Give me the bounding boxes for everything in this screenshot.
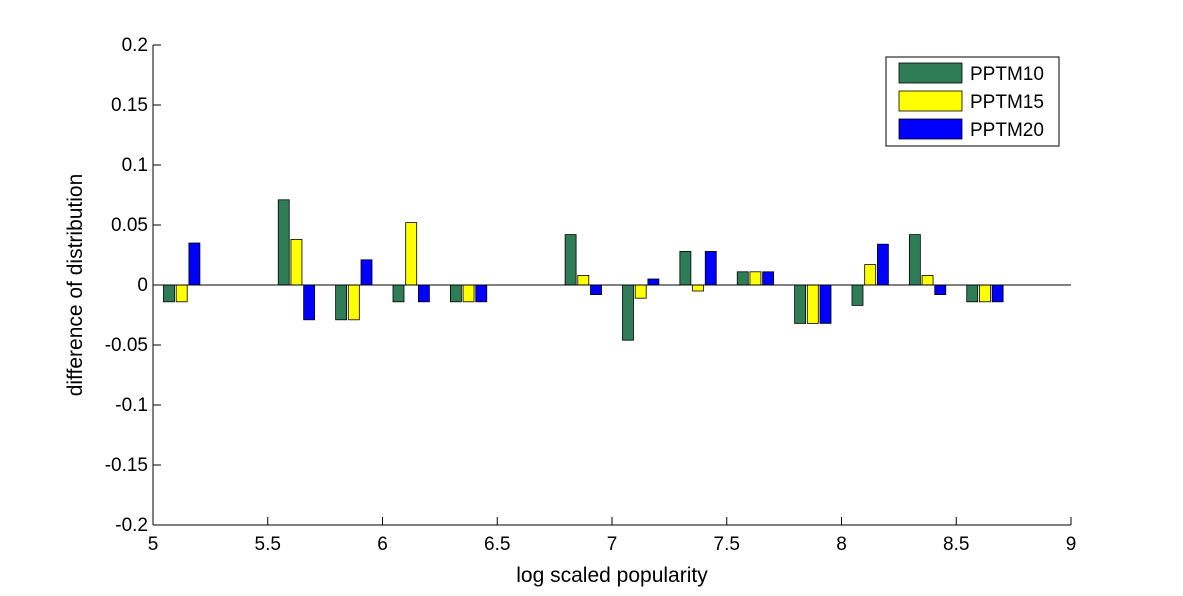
bar-pptm15-9	[806, 284, 819, 324]
bar-pptm20-9	[819, 284, 832, 324]
axes-layer: 5 5.5 6 6.5 7 7.5 8 8.5 9 -0.2 -0.15 -0.1 -0.05 0 0.05…	[105, 35, 1077, 555]
y-tick-label-1: -0.15	[105, 455, 148, 476]
bar-pptm15-1	[290, 238, 303, 286]
x-tick-label-5: 7.5	[714, 534, 740, 555]
bar-pptm20-6	[647, 278, 660, 286]
bar-pptm20-5	[590, 284, 602, 296]
y-tick-label-8: 0.2	[122, 35, 148, 56]
bar-pptm20-2	[360, 259, 373, 286]
bar-pptm10-2	[335, 284, 348, 321]
bar-pptm15-7	[692, 284, 704, 292]
legend-swatch-pptm10	[898, 62, 963, 84]
y-tick-label-0: -0.2	[115, 515, 148, 536]
bar-pptm15-8	[749, 271, 762, 286]
x-tick-label-1: 5.5	[255, 534, 281, 555]
bar-pptm15-11	[921, 274, 934, 286]
bar-pptm20-11	[934, 284, 947, 296]
bar-pptm10-9	[794, 284, 807, 324]
x-tick-label-2: 6	[377, 534, 388, 555]
bar-pptm15-5	[577, 274, 590, 286]
bar-pptm10-6	[622, 284, 634, 341]
bar-pptm20-8	[762, 271, 775, 286]
bar-pptm20-1	[303, 284, 316, 321]
x-tick-label-4: 7	[607, 534, 618, 555]
bar-pptm10-5	[564, 234, 577, 286]
bar-pptm15-12	[979, 284, 991, 303]
x-tick-label-8: 9	[1066, 534, 1077, 555]
x-tick-label-0: 5	[148, 534, 159, 555]
legend-swatch-pptm20	[898, 118, 963, 140]
bar-pptm20-7	[704, 250, 717, 286]
bar-pptm20-12	[991, 284, 1004, 303]
y-tick-label-7: 0.15	[111, 95, 148, 116]
bar-pptm10-7	[679, 250, 692, 286]
bar-pptm20-10	[876, 243, 889, 286]
bar-pptm15-3	[405, 222, 418, 286]
y-tick-label-4: 0	[137, 275, 148, 296]
legend-label-pptm10: PPTM10	[970, 64, 1044, 85]
legend-label-pptm20: PPTM20	[970, 120, 1044, 141]
y-tick-label-5: 0.05	[111, 215, 148, 236]
bar-pptm10-10	[851, 284, 864, 306]
legend-label-pptm15: PPTM15	[970, 92, 1044, 113]
bar-pptm10-12	[966, 284, 979, 303]
y-axis-label: difference of distribution	[64, 174, 87, 397]
bar-pptm20-0	[188, 242, 201, 286]
legend-swatch-pptm15	[898, 90, 963, 112]
bar-pptm10-1	[277, 199, 290, 286]
y-tick-label-3: -0.05	[105, 335, 148, 356]
bar-pptm15-0	[175, 284, 188, 303]
bar-pptm15-10	[864, 264, 877, 286]
bar-pptm10-3	[392, 284, 405, 303]
x-tick-label-3: 6.5	[484, 534, 510, 555]
bar-pptm15-4	[462, 284, 475, 303]
x-axis-label: log scaled popularity	[516, 564, 708, 587]
x-tick-label-7: 8.5	[943, 534, 969, 555]
y-tick-label-2: -0.1	[115, 395, 148, 416]
bar-pptm10-0	[163, 284, 175, 303]
legend: PPTM10 PPTM15 PPTM20	[885, 56, 1060, 147]
y-tick-label-6: 0.1	[122, 155, 148, 176]
bar-pptm15-6	[634, 284, 647, 299]
bar-pptm10-11	[908, 234, 921, 286]
bar-pptm10-8	[736, 271, 749, 286]
bar-pptm15-2	[347, 284, 360, 321]
bar-pptm20-4	[475, 284, 488, 303]
bar-pptm20-3	[417, 284, 430, 303]
x-tick-label-6: 8	[836, 534, 847, 555]
bar-pptm10-4	[449, 284, 462, 303]
